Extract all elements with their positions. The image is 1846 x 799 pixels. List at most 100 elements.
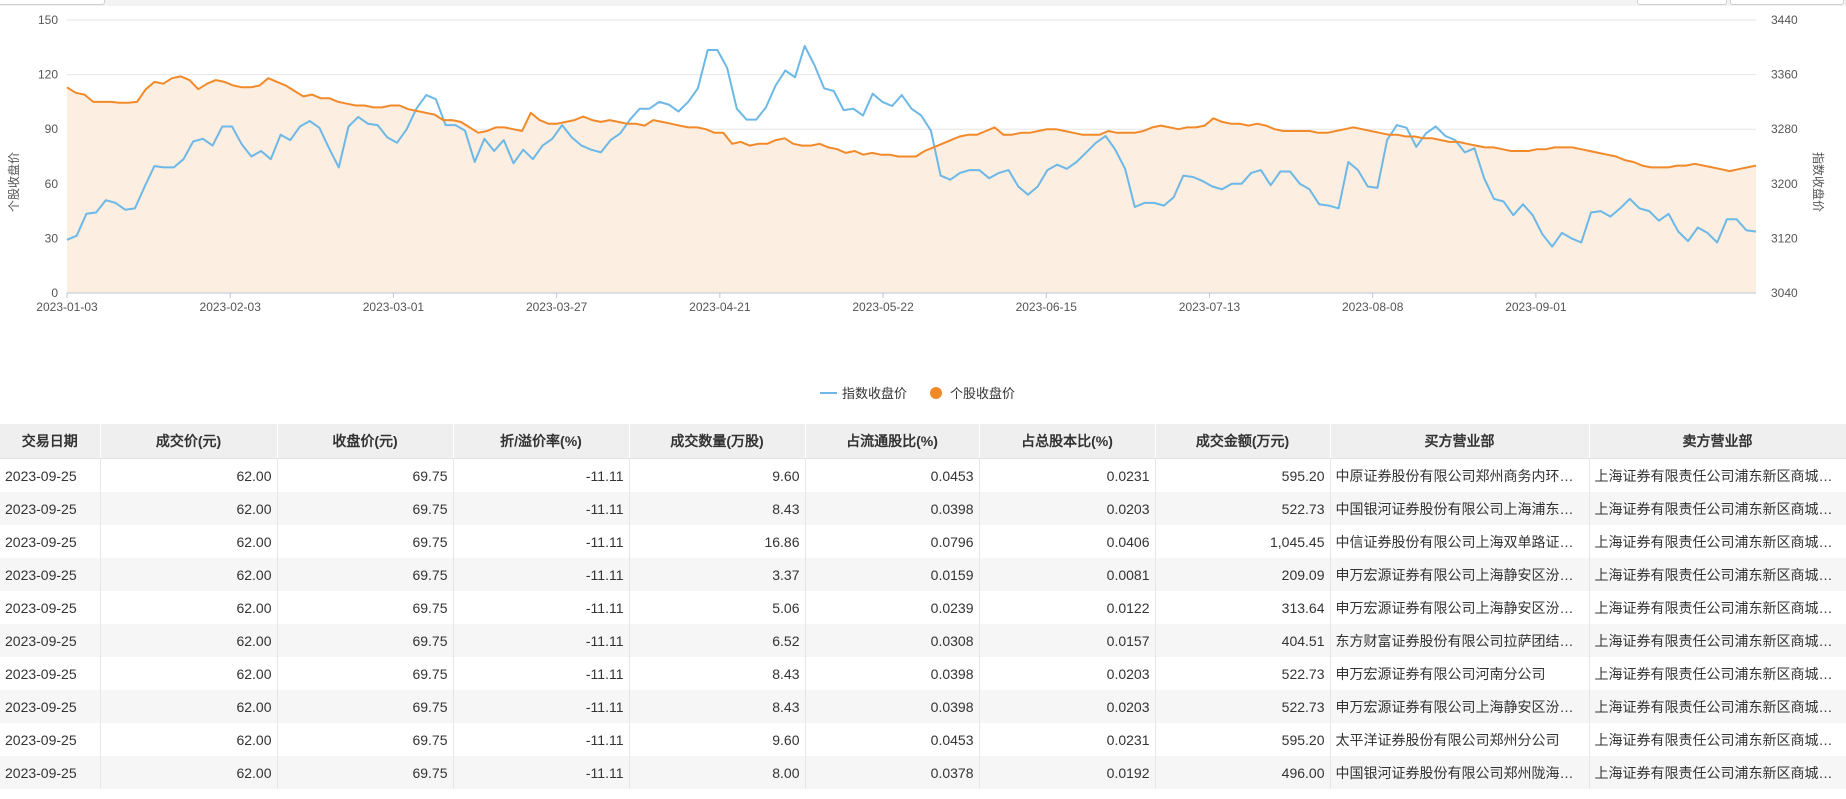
- x-tick-label: 2023-06-15: [1016, 300, 1078, 314]
- cell-seller: 上海证券有限责任公司浦东新区商城路证券营业部: [1589, 624, 1846, 657]
- cell-trade-date: 2023-09-25: [0, 657, 101, 690]
- cell-trade-price: 62.00: [100, 723, 278, 756]
- y-right-tick-labels: 3040 3120 3200 3280 3360 3440: [1771, 13, 1798, 300]
- cell-trade-amount: 522.73: [1155, 657, 1331, 690]
- cell-premium-rate: -11.11: [453, 558, 630, 591]
- top-right-button-1[interactable]: [1637, 0, 1727, 5]
- table-row[interactable]: 2023-09-25 62.00 69.75 -11.11 8.43 0.0398 0.02…: [0, 492, 1846, 525]
- cell-float-ratio: 0.0453: [805, 458, 980, 492]
- cell-close-price: 69.75: [277, 458, 454, 492]
- cell-trade-amount: 522.73: [1155, 492, 1331, 525]
- x-tick-label: 2023-01-03: [36, 300, 98, 314]
- table-row[interactable]: 2023-09-25 62.00 69.75 -11.11 16.86 0.0796 0.0…: [0, 525, 1846, 558]
- block-trade-table-container[interactable]: 交易日期 成交价(元) 收盘价(元) 折/溢价率(%) 成交数量(万股) 占流通…: [0, 424, 1846, 799]
- cell-seller: 上海证券有限责任公司浦东新区商城路证券营业部: [1589, 558, 1846, 591]
- cell-trade-amount: 209.09: [1155, 558, 1331, 591]
- cell-trade-price: 62.00: [100, 624, 278, 657]
- cell-total-ratio: 0.0081: [979, 558, 1156, 591]
- table-row[interactable]: 2023-09-25 62.00 69.75 -11.11 9.60 0.0453 0.02…: [0, 458, 1846, 492]
- legend-item-stock[interactable]: 个股收盘价: [930, 386, 1015, 401]
- y-right-tick-label: 3200: [1771, 177, 1798, 191]
- cell-buyer: 中国银河证券股份有限公司郑州陇海中路证券营业部: [1330, 756, 1590, 789]
- cell-trade-price: 62.00: [100, 458, 278, 492]
- header-trade-date[interactable]: 交易日期: [0, 424, 101, 459]
- x-tick-labels: 2023-01-03 2023-02-03 2023-03-01 2023-03-27…: [36, 300, 1567, 314]
- cell-premium-rate: -11.11: [453, 458, 630, 492]
- cell-trade-price: 62.00: [100, 690, 278, 723]
- stock-close-line: [66, 75, 1757, 173]
- top-right-button-2[interactable]: [1730, 0, 1844, 5]
- x-tick-label: 2023-08-08: [1342, 300, 1404, 314]
- table-header-row: 交易日期 成交价(元) 收盘价(元) 折/溢价率(%) 成交数量(万股) 占流通…: [0, 424, 1846, 459]
- cell-trade-volume: 8.43: [629, 690, 806, 723]
- cell-trade-price: 62.00: [100, 558, 278, 591]
- y-left-tick-label: 0: [51, 286, 58, 300]
- y-left-tick-label: 60: [45, 177, 59, 191]
- header-total-ratio[interactable]: 占总股本比(%): [979, 424, 1156, 459]
- y-left-tick-label: 30: [45, 231, 59, 245]
- header-float-ratio[interactable]: 占流通股比(%): [805, 424, 980, 459]
- x-tick-label: 2023-02-03: [200, 300, 262, 314]
- cell-float-ratio: 0.0796: [805, 525, 980, 558]
- legend-item-index[interactable]: 指数收盘价: [820, 386, 907, 401]
- cell-trade-amount: 595.20: [1155, 458, 1331, 492]
- top-toolbar-strip: [0, 0, 1846, 6]
- top-left-button[interactable]: [0, 0, 105, 5]
- cell-trade-volume: 16.86: [629, 525, 806, 558]
- header-trade-amount[interactable]: 成交金额(万元): [1155, 424, 1331, 459]
- cell-premium-rate: -11.11: [453, 756, 630, 789]
- cell-float-ratio: 0.0308: [805, 624, 980, 657]
- cell-trade-date: 2023-09-25: [0, 558, 101, 591]
- x-tick-label: 2023-09-01: [1505, 300, 1567, 314]
- legend-stock-label: 个股收盘价: [950, 386, 1015, 401]
- cell-total-ratio: 0.0157: [979, 624, 1156, 657]
- cell-trade-date: 2023-09-25: [0, 756, 101, 789]
- cell-total-ratio: 0.0192: [979, 756, 1156, 789]
- table-row[interactable]: 2023-09-25 62.00 69.75 -11.11 3.37 0.0159 0.00…: [0, 558, 1846, 591]
- legend: 指数收盘价 个股收盘价: [820, 386, 1015, 401]
- cell-buyer: 中原证券股份有限公司郑州商务内环路证券营业部: [1330, 458, 1590, 492]
- cell-buyer: 东方财富证券股份有限公司拉萨团结路第二证券营业部: [1330, 624, 1590, 657]
- cell-buyer: 申万宏源证券有限公司上海静安区汾阳路证券营业部: [1330, 690, 1590, 723]
- cell-trade-volume: 5.06: [629, 591, 806, 624]
- cell-trade-price: 62.00: [100, 492, 278, 525]
- cell-float-ratio: 0.0159: [805, 558, 980, 591]
- cell-trade-price: 62.00: [100, 756, 278, 789]
- cell-float-ratio: 0.0398: [805, 492, 980, 525]
- table-row[interactable]: 2023-09-25 62.00 69.75 -11.11 5.06 0.0239 0.01…: [0, 591, 1846, 624]
- cell-close-price: 69.75: [277, 756, 454, 789]
- cell-seller: 上海证券有限责任公司浦东新区商城路证券营业部: [1589, 525, 1846, 558]
- cell-close-price: 69.75: [277, 492, 454, 525]
- cell-trade-date: 2023-09-25: [0, 624, 101, 657]
- table-row[interactable]: 2023-09-25 62.00 69.75 -11.11 9.60 0.0453 0.02…: [0, 723, 1846, 756]
- header-buyer[interactable]: 买方营业部: [1330, 424, 1590, 459]
- cell-premium-rate: -11.11: [453, 723, 630, 756]
- cell-buyer: 中信证券股份有限公司上海双单路证券营业部: [1330, 525, 1590, 558]
- table-row[interactable]: 2023-09-25 62.00 69.75 -11.11 8.00 0.0378 0.01…: [0, 756, 1846, 789]
- table-row[interactable]: 2023-09-25 62.00 69.75 -11.11 8.43 0.0398 0.02…: [0, 690, 1846, 723]
- header-seller[interactable]: 卖方营业部: [1589, 424, 1846, 459]
- axes-layer: [66, 292, 1756, 298]
- y-right-tick-label: 3120: [1771, 231, 1798, 245]
- cell-premium-rate: -11.11: [453, 492, 630, 525]
- header-trade-volume[interactable]: 成交数量(万股): [629, 424, 806, 459]
- y-left-tick-labels: 0 30 60 90 120 150: [38, 13, 58, 300]
- header-trade-price[interactable]: 成交价(元): [100, 424, 278, 459]
- table-row[interactable]: 2023-09-25 62.00 69.75 -11.11 6.52 0.0308 0.01…: [0, 624, 1846, 657]
- cell-trade-volume: 3.37: [629, 558, 806, 591]
- cell-float-ratio: 0.0453: [805, 723, 980, 756]
- cell-trade-amount: 522.73: [1155, 690, 1331, 723]
- legend-index-label: 指数收盘价: [842, 386, 907, 401]
- table-row[interactable]: 2023-09-25 62.00 69.75 -11.11 8.43 0.0398 0.02…: [0, 657, 1846, 690]
- y-left-tick-label: 90: [45, 122, 59, 136]
- cell-trade-volume: 9.60: [629, 723, 806, 756]
- cell-seller: 上海证券有限责任公司浦东新区商城路证券营业部: [1589, 591, 1846, 624]
- header-close-price[interactable]: 收盘价(元): [277, 424, 454, 459]
- x-tick-label: 2023-03-27: [526, 300, 588, 314]
- cell-trade-price: 62.00: [100, 525, 278, 558]
- cell-buyer: 中国银河证券股份有限公司上海浦东新区证券营业部: [1330, 492, 1590, 525]
- block-trade-table: 交易日期 成交价(元) 收盘价(元) 折/溢价率(%) 成交数量(万股) 占流通…: [0, 424, 1846, 789]
- x-tick-label: 2023-04-21: [689, 300, 751, 314]
- cell-trade-date: 2023-09-25: [0, 525, 101, 558]
- header-premium-rate[interactable]: 折/溢价率(%): [453, 424, 630, 459]
